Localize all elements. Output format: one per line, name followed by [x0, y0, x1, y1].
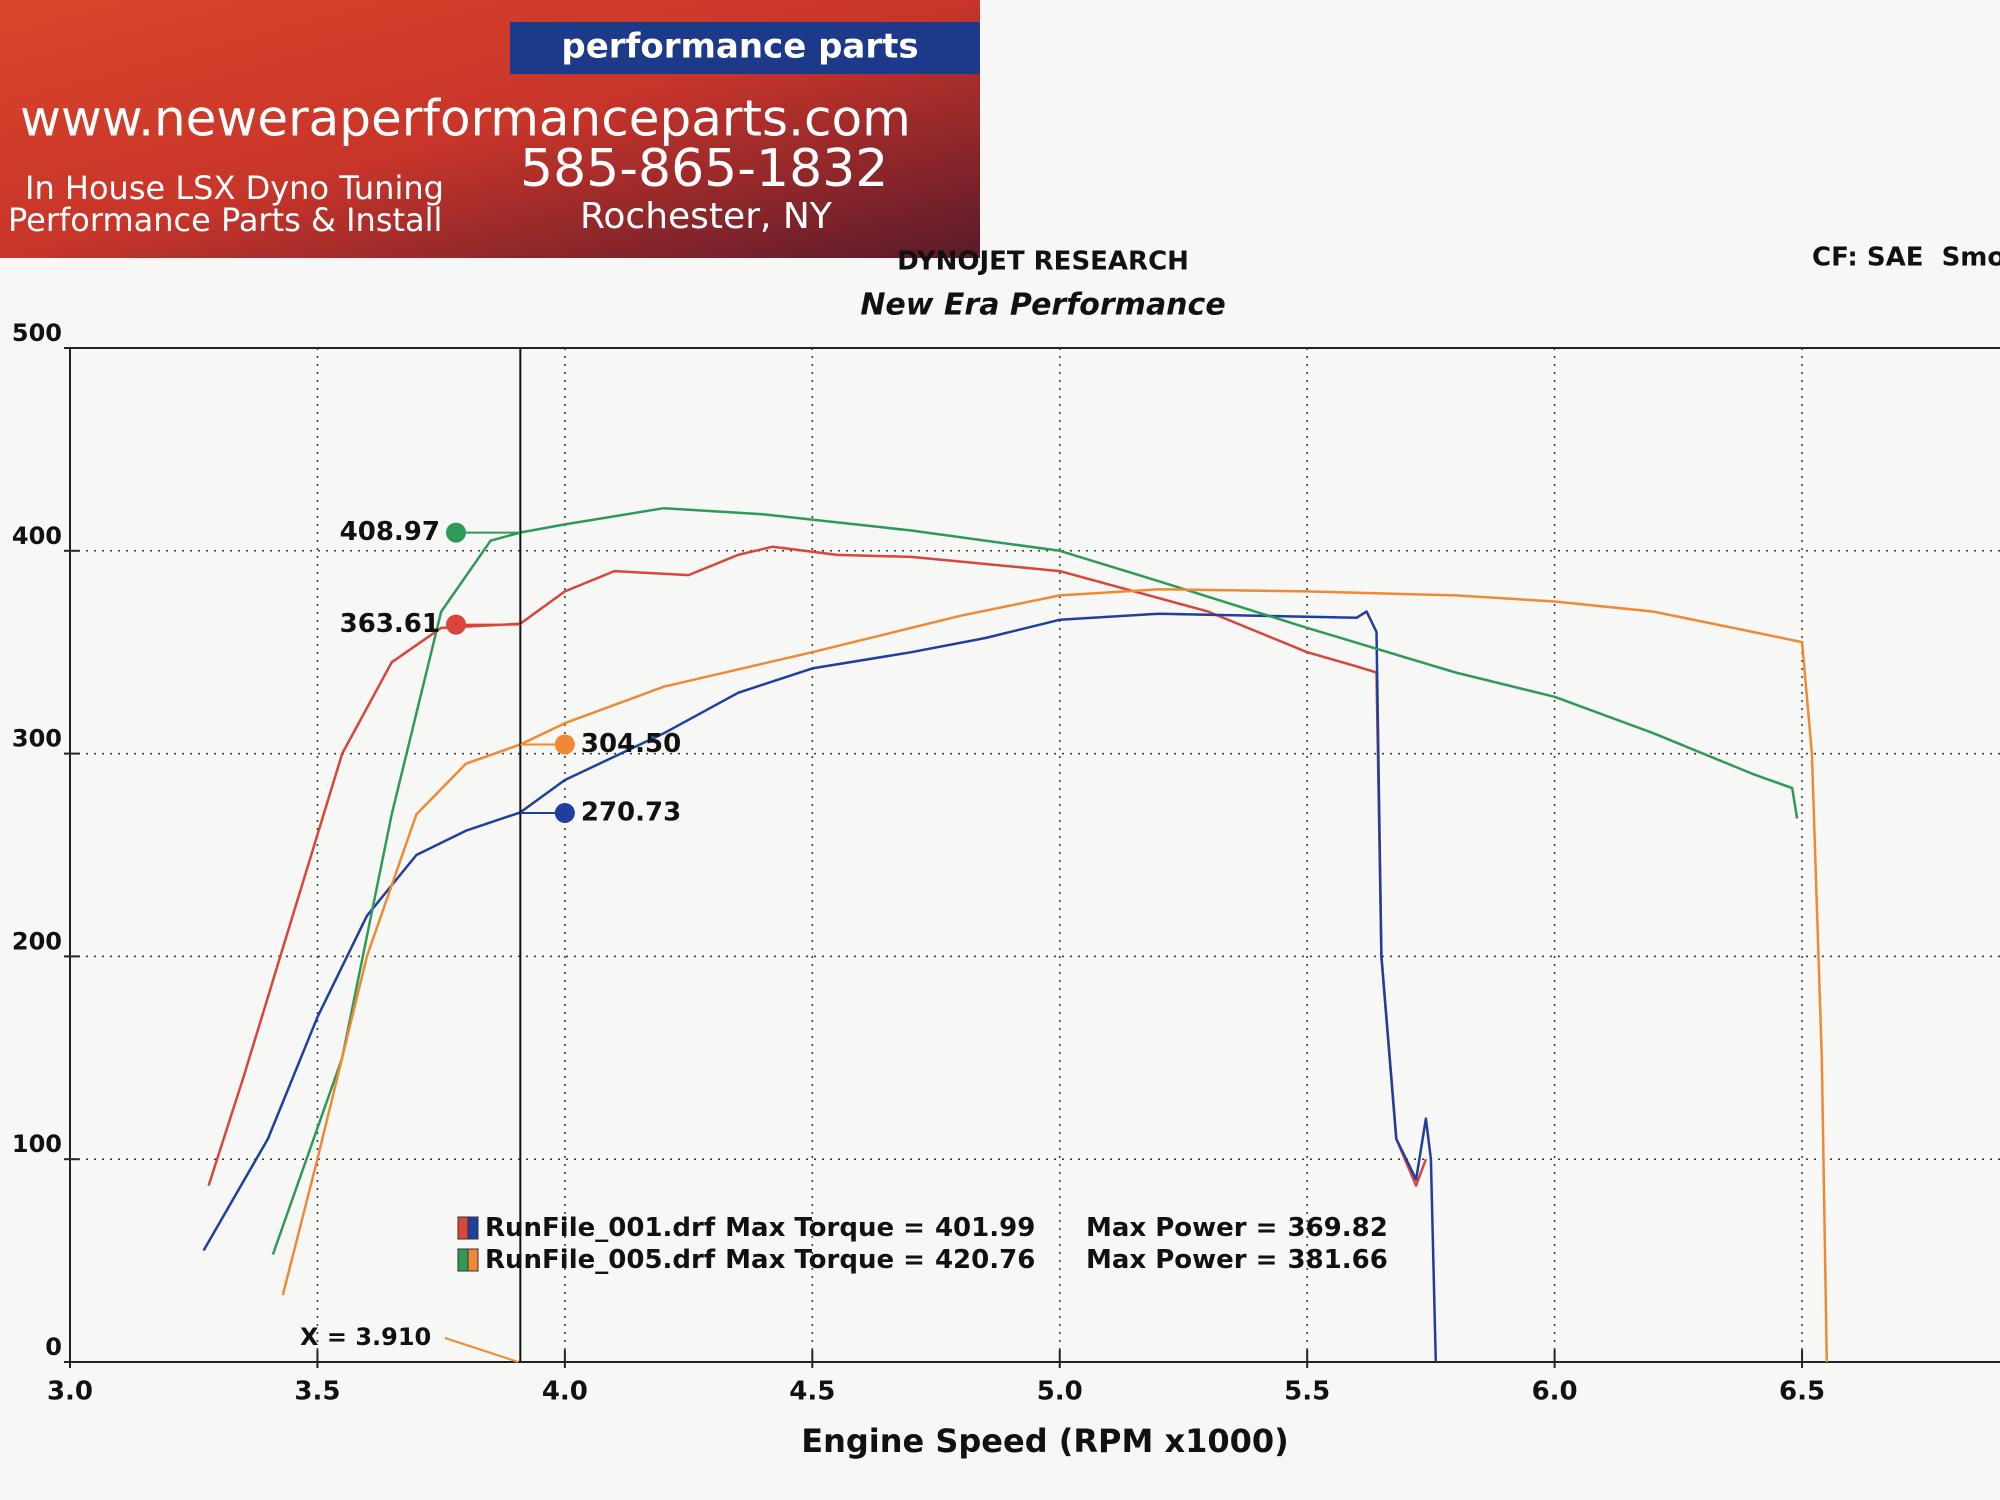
plot-frame: [69, 347, 2000, 1363]
chart-title: New Era Performance: [860, 288, 1225, 323]
legend-file: RunFile_001.drf: [485, 1213, 716, 1243]
cursor-label: X = 3.910: [300, 1323, 431, 1351]
logo-tagline: performance parts: [561, 27, 918, 67]
y-tick-label: 0: [45, 1333, 62, 1361]
legend-swatch: [467, 1248, 479, 1272]
logo-band: [510, 22, 980, 74]
legend-max-torque: 401.99: [935, 1213, 1035, 1243]
legend-power-label: Max Power =: [1086, 1213, 1277, 1243]
cursor-dot: [554, 802, 575, 823]
cursor-pointer: [444, 1337, 519, 1363]
legend-torque-label: Max Torque =: [725, 1213, 925, 1243]
logo: performance parts www.neweraperformancep…: [0, 0, 980, 258]
logo-phone: 585-865-1832: [520, 139, 888, 199]
cursor-dot: [554, 734, 575, 755]
legend-entry: RunFile_005.drf Max Torque = 420.76: [485, 1245, 1035, 1275]
y-tick-label: 200: [12, 927, 62, 955]
chart-header: DYNOJET RESEARCH: [897, 247, 1189, 277]
logo-url: www.neweraperformanceparts.com: [20, 90, 911, 148]
x-tick-label: 5.0: [1037, 1377, 1083, 1407]
legend-file: RunFile_005.drf: [485, 1245, 716, 1275]
x-tick-label: 5.5: [1284, 1377, 1330, 1407]
cursor-dot: [446, 614, 466, 635]
series-line: [271, 506, 1799, 1255]
cursor-value: 270.73: [581, 797, 681, 827]
legend-swatch: [457, 1248, 469, 1272]
y-tick-label: 100: [12, 1130, 62, 1158]
x-tick-label: 6.0: [1532, 1377, 1578, 1407]
correction-factor: CF: SAE Smo: [1812, 243, 2000, 273]
y-tick-label: 300: [12, 725, 62, 753]
series-line: [281, 588, 1829, 1363]
legend-entry: RunFile_001.drf Max Torque = 401.99: [485, 1213, 1035, 1243]
cursor-value: 304.50: [581, 729, 681, 759]
legend-swatch: [467, 1216, 479, 1240]
y-tick-label: 500: [12, 319, 62, 347]
cursor-dot: [446, 522, 466, 543]
legend-max-power: 369.82: [1287, 1213, 1387, 1243]
legend-torque-label: Max Torque =: [725, 1245, 925, 1275]
logo-location: Rochester, NY: [580, 196, 833, 237]
logo-service: In House LSX Dyno Tuning: [25, 169, 444, 207]
legend-max-power: 381.66: [1287, 1245, 1387, 1275]
x-tick-label: 4.0: [542, 1377, 588, 1407]
legend-max-torque: 420.76: [935, 1245, 1035, 1275]
legend-power: Max Power = 381.66: [1086, 1245, 1388, 1275]
x-tick-label: 3.5: [294, 1377, 340, 1407]
cursor-value: 363.61: [340, 609, 440, 639]
x-tick-label: 6.5: [1779, 1377, 1825, 1407]
legend-swatch: [457, 1216, 469, 1240]
series-line: [207, 545, 1428, 1187]
series-line: [202, 610, 1438, 1363]
legend-power-label: Max Power =: [1086, 1245, 1277, 1275]
logo-install: Performance Parts & Install: [8, 201, 442, 239]
legend-power: Max Power = 369.82: [1086, 1213, 1388, 1243]
y-tick-label: 400: [12, 522, 62, 550]
x-axis-label: Engine Speed (RPM x1000): [801, 1422, 1289, 1460]
x-tick-label: 4.5: [789, 1377, 835, 1407]
x-tick-label: 3.0: [47, 1377, 93, 1407]
cursor-value: 408.97: [340, 517, 440, 547]
